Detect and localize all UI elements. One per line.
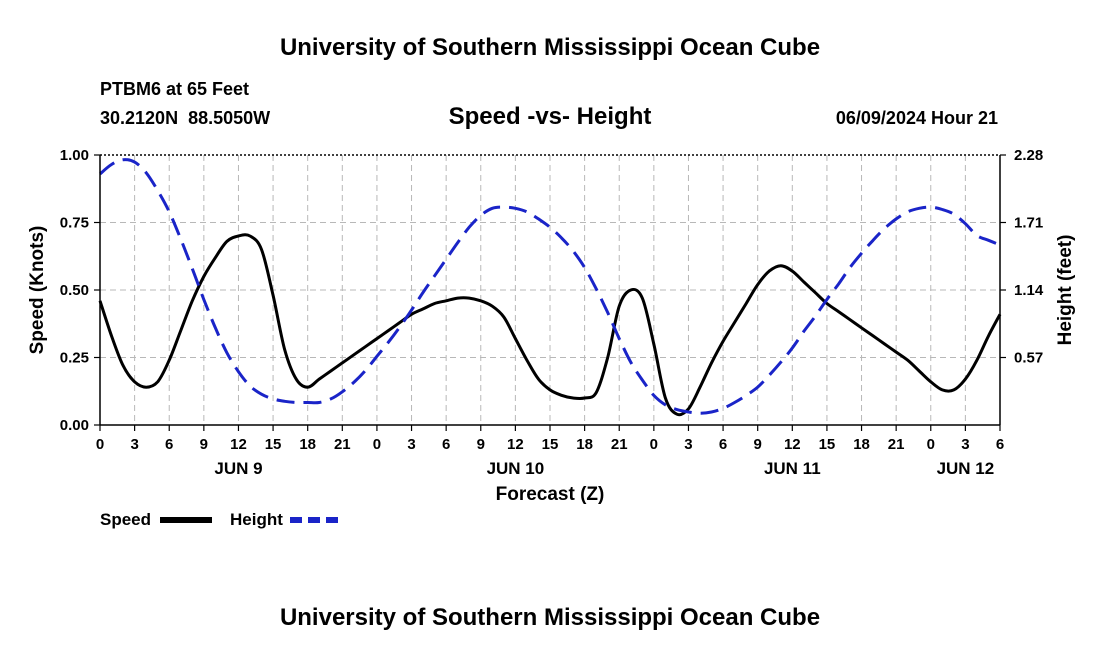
legend-label-height: Height (230, 510, 283, 529)
x-tick-label: 12 (230, 436, 247, 453)
x-tick-label: 0 (373, 436, 381, 453)
x-day-label: JUN 10 (487, 459, 545, 478)
x-tick-label: 9 (477, 436, 485, 453)
x-tick-label: 21 (611, 436, 628, 453)
x-tick-label: 21 (888, 436, 905, 453)
x-tick-label: 15 (819, 436, 836, 453)
x-tick-label: 3 (407, 436, 415, 453)
x-axis: 0 3 6 9 12 15 18 21 0 3 6 9 12 15 18 21 0 3 6 9 12 15 18 21 0 3 6J… (96, 425, 1004, 478)
x-tick-label: 3 (961, 436, 969, 453)
y-axis-right: 0.57 1.14 1.71 2.28 (1000, 147, 1044, 367)
x-tick-label: 15 (542, 436, 559, 453)
x-tick-label: 0 (96, 436, 104, 453)
y-axis-title: Speed (Knots) (27, 226, 48, 355)
x-tick-label: 9 (754, 436, 762, 453)
series-line-speed (98, 233, 1002, 417)
datetime-label: 06/09/2024 Hour 21 (836, 108, 998, 128)
x-tick-label: 12 (784, 436, 801, 453)
x-tick-label: 18 (576, 436, 593, 453)
y2-tick-label: 2.28 (1014, 147, 1043, 164)
x-tick-label: 3 (130, 436, 138, 453)
x-day-label: JUN 12 (937, 459, 995, 478)
x-day-label: JUN 9 (214, 459, 262, 478)
y-tick-label: 0.00 (60, 417, 89, 434)
y2-tick-label: 1.14 (1014, 282, 1044, 299)
grid (100, 155, 1000, 425)
x-tick-label: 18 (299, 436, 316, 453)
x-tick-label: 3 (684, 436, 692, 453)
x-tick-label: 9 (200, 436, 208, 453)
x-tick-label: 21 (334, 436, 351, 453)
x-tick-label: 12 (507, 436, 524, 453)
series-layer (98, 158, 1002, 417)
legend-label-speed: Speed (100, 510, 151, 529)
y-tick-label: 1.00 (60, 147, 89, 164)
x-tick-label: 6 (165, 436, 173, 453)
x-tick-label: 15 (265, 436, 282, 453)
y-tick-label: 0.50 (60, 282, 89, 299)
top-title: University of Southern Mississippi Ocean… (280, 34, 820, 61)
x-tick-label: 6 (996, 436, 1004, 453)
y-tick-label: 0.25 (60, 350, 89, 367)
x-tick-label: 0 (927, 436, 935, 453)
station-label: PTBM6 at 65 Feet (100, 79, 249, 99)
y2-axis-title: Height (feet) (1055, 235, 1076, 346)
x-tick-label: 0 (650, 436, 658, 453)
y-axis-left: 0.00 0.25 0.50 0.75 1.00 (60, 147, 100, 434)
x-day-label: JUN 11 (764, 459, 821, 478)
legend: Speed Height (100, 510, 342, 529)
chart-subtitle: Speed -vs- Height (449, 103, 652, 130)
x-tick-label: 6 (442, 436, 450, 453)
x-axis-title: Forecast (Z) (496, 484, 605, 505)
y-tick-label: 0.75 (60, 215, 89, 232)
bottom-title: University of Southern Mississippi Ocean… (280, 604, 820, 631)
y2-tick-label: 1.71 (1014, 215, 1043, 232)
x-tick-label: 18 (853, 436, 870, 453)
coordinates-label: 30.2120N 88.5050W (100, 108, 270, 128)
y2-tick-label: 0.57 (1014, 350, 1043, 367)
x-tick-label: 6 (719, 436, 727, 453)
